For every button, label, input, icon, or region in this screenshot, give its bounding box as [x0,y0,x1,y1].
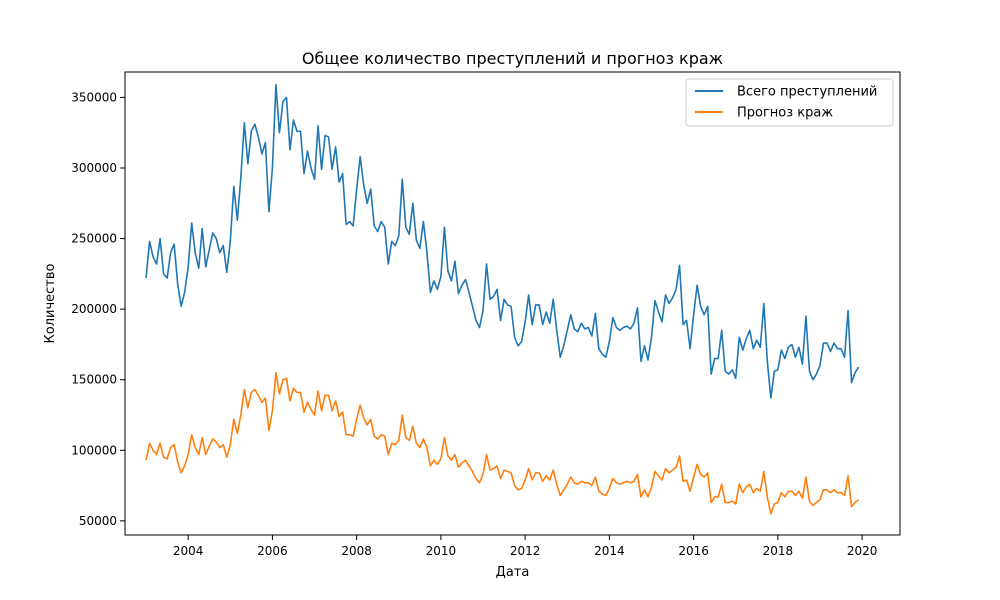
x-tick-label: 2014 [594,544,625,558]
y-tick-label: 100000 [71,443,117,457]
series-layer [145,83,860,515]
x-tick-label: 2006 [257,544,288,558]
legend-box [685,78,894,127]
legend-label-total-crimes: Всего преступлений [737,85,877,100]
x-tick-label: 2016 [678,544,709,558]
y-tick-label: 150000 [71,373,117,387]
y-tick-label: 350000 [71,90,117,104]
plot-frame [124,71,901,536]
legend-label-theft-forecast: Прогноз краж [737,106,833,121]
series-line-total-crimes [145,83,860,399]
x-tick-label: 2004 [173,544,204,558]
x-tick-label: 2010 [426,544,457,558]
y-tick-label: 300000 [71,161,117,175]
y-tick-label: 50000 [79,514,117,528]
y-axis-title: Количество [43,263,58,343]
y-tick-label: 200000 [71,302,117,316]
chart-title: Общее количество преступлений и прогноз … [302,49,723,68]
series-line-theft-forecast [145,371,860,515]
plot-area [125,72,900,535]
ticks-layer: 2004 2006 2008 2010 2012 2014 2016 2018 2020 5000… [71,90,877,558]
x-tick-label: 2020 [847,544,878,558]
x-tick-label: 2018 [763,544,794,558]
x-axis-title: Дата [496,565,530,580]
x-tick-label: 2012 [510,544,541,558]
legend: Всего преступлений Прогноз краж [685,78,894,127]
x-tick-label: 2008 [341,544,372,558]
y-tick-label: 250000 [71,232,117,246]
